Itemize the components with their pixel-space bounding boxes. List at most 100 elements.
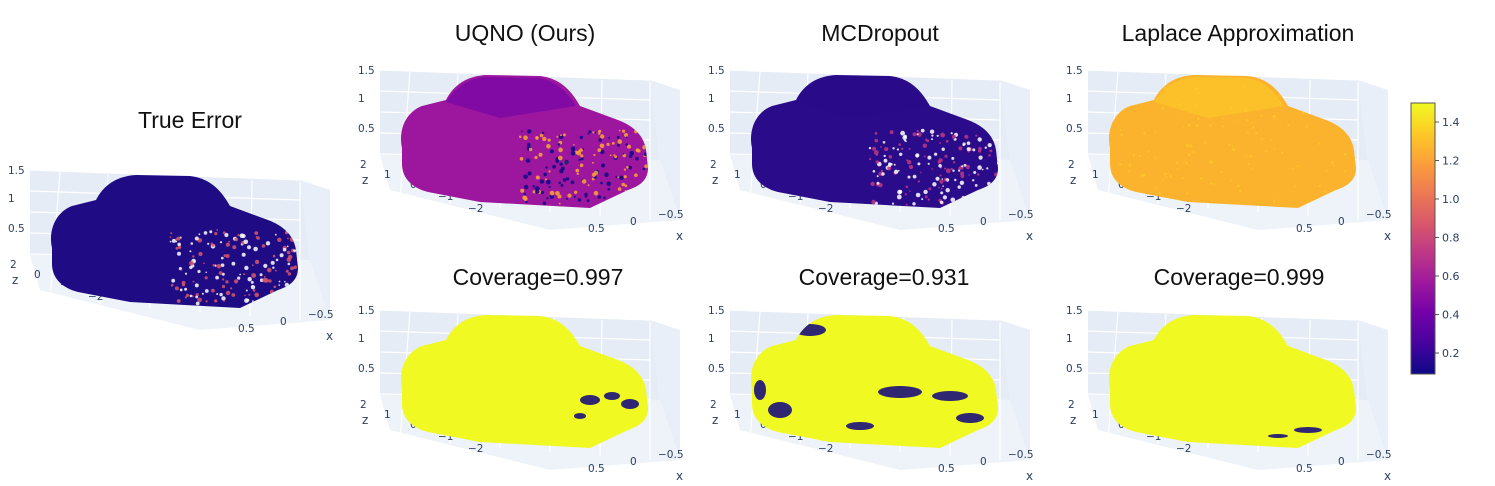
- y-tick-label: 1: [1066, 333, 1073, 345]
- z-tick-label: 0: [34, 269, 41, 281]
- x-axis-label: x: [1026, 229, 1033, 243]
- car-surface: [1108, 315, 1356, 448]
- mcdropout-coverage-plot[interactable]: 1.510.5210−1−20.50−0.5zx: [700, 300, 1045, 485]
- z-tick-label: −2: [818, 203, 833, 215]
- colorbar-tick-label: 0.2: [1442, 347, 1460, 360]
- uqno-title: UQNO (Ours): [454, 20, 596, 46]
- colorbar-tick-label: 1.4: [1442, 116, 1460, 129]
- mcdropout-title: MCDropout: [821, 20, 939, 46]
- y-tick-label: 1: [358, 333, 365, 345]
- z-axis-label: z: [712, 173, 718, 187]
- y-tick-label: 1.5: [708, 65, 725, 77]
- true-error-title: True Error: [138, 107, 242, 133]
- z-tick-label: 1: [734, 409, 741, 421]
- laplace-coverage-plot[interactable]: 1.510.5210−1−20.50−0.5zx: [1058, 300, 1403, 485]
- uqno-error-plot[interactable]: 1.510.5210−1−20.50−0.5zx: [350, 60, 695, 245]
- y-tick-label: 1.5: [1066, 305, 1083, 317]
- x-tick-label: 0.5: [1296, 223, 1313, 235]
- y-tick-label: 1.5: [358, 305, 375, 317]
- car-surface: [750, 75, 998, 208]
- x-tick-label: 0.5: [588, 223, 605, 235]
- laplace-coverage-title: Coverage=0.999: [1153, 264, 1325, 290]
- x-axis-label: x: [326, 329, 333, 343]
- mcdropout-error-plot[interactable]: 1.510.5210−1−20.50−0.5zx: [700, 60, 1045, 245]
- x-tick-label: 0: [630, 216, 637, 228]
- car-surface: [750, 315, 998, 448]
- z-tick-label: 1: [384, 169, 391, 181]
- y-tick-label: 1: [708, 333, 715, 345]
- z-tick-label: 2: [10, 259, 17, 271]
- x-axis-label: x: [1384, 469, 1391, 483]
- z-axis-label: z: [362, 173, 368, 187]
- x-tick-label: −0.5: [1366, 449, 1392, 461]
- colorbar: 1.4 1.2 1.0 0.8 0.6 0.4 0.2: [1408, 100, 1478, 385]
- y-tick-label: 0.5: [8, 223, 25, 235]
- x-tick-label: 0.5: [238, 323, 255, 335]
- y-tick-label: 0.5: [1066, 123, 1083, 135]
- z-axis-label: z: [1070, 413, 1076, 427]
- y-tick-label: 0.5: [1066, 363, 1083, 375]
- x-tick-label: 0: [280, 316, 287, 328]
- y-tick-label: 1.5: [358, 65, 375, 77]
- y-tick-label: 1.5: [8, 165, 25, 177]
- colorbar-tick-label: 0.8: [1442, 232, 1460, 245]
- z-tick-label: 1: [734, 169, 741, 181]
- y-tick-label: 1.5: [1066, 65, 1083, 77]
- x-tick-label: 0: [980, 456, 987, 468]
- z-tick-label: 2: [360, 159, 367, 171]
- y-tick-label: 1: [1066, 93, 1073, 105]
- z-axis-label: z: [1070, 173, 1076, 187]
- x-tick-label: 0.5: [938, 223, 955, 235]
- x-tick-label: 0.5: [1296, 463, 1313, 475]
- z-axis-label: z: [12, 273, 18, 287]
- y-tick-label: 1: [708, 93, 715, 105]
- z-axis-label: z: [362, 413, 368, 427]
- z-axis-label: z: [712, 413, 718, 427]
- laplace-error-plot[interactable]: 1.510.5210−1−20.50−0.5zx: [1058, 60, 1403, 245]
- z-tick-label: 1: [384, 409, 391, 421]
- x-tick-label: 0: [630, 456, 637, 468]
- colorbar-tick-label: 1.0: [1442, 193, 1460, 206]
- car-surface: [1108, 75, 1356, 208]
- laplace-title: Laplace Approximation: [1121, 20, 1355, 46]
- z-tick-label: −2: [468, 203, 483, 215]
- x-tick-label: −0.5: [658, 449, 684, 461]
- z-tick-label: 2: [1068, 159, 1075, 171]
- z-tick-label: 1: [1092, 409, 1099, 421]
- x-tick-label: 0: [980, 216, 987, 228]
- uqno-coverage-plot[interactable]: 1.510.5210−1−20.50−0.5zx: [350, 300, 695, 485]
- uqno-coverage-title: Coverage=0.997: [452, 264, 624, 290]
- y-tick-label: 0.5: [358, 363, 375, 375]
- z-tick-label: 2: [710, 159, 717, 171]
- x-tick-label: −0.5: [658, 209, 684, 221]
- x-axis-label: x: [676, 469, 683, 483]
- y-tick-label: 0.5: [708, 363, 725, 375]
- true-error-plot[interactable]: 1.510.520−1−20.50−0.5zx: [0, 160, 360, 355]
- mcdropout-coverage-title: Coverage=0.931: [798, 264, 970, 290]
- x-tick-label: 0: [1338, 456, 1345, 468]
- z-tick-label: −2: [1176, 203, 1191, 215]
- z-tick-label: 2: [1068, 399, 1075, 411]
- colorbar-gradient: [1410, 102, 1436, 375]
- colorbar-tick-label: 1.2: [1442, 155, 1460, 168]
- x-axis-label: x: [1384, 229, 1391, 243]
- car-surface: [50, 175, 298, 308]
- colorbar-tick-label: 0.6: [1442, 270, 1460, 283]
- x-tick-label: 0: [1338, 216, 1345, 228]
- z-tick-label: −2: [468, 443, 483, 455]
- y-tick-label: 1.5: [708, 305, 725, 317]
- car-surface: [400, 315, 648, 448]
- y-tick-label: 0.5: [358, 123, 375, 135]
- x-tick-label: −0.5: [1366, 209, 1392, 221]
- z-tick-label: 2: [710, 399, 717, 411]
- y-tick-label: 1: [8, 193, 15, 205]
- z-tick-label: −2: [1176, 443, 1191, 455]
- x-tick-label: −0.5: [308, 309, 334, 321]
- z-tick-label: 2: [360, 399, 367, 411]
- x-axis-label: x: [1026, 469, 1033, 483]
- y-tick-label: 0.5: [708, 123, 725, 135]
- y-tick-label: 1: [358, 93, 365, 105]
- z-tick-label: −2: [818, 443, 833, 455]
- x-tick-label: −0.5: [1008, 209, 1034, 221]
- z-tick-label: 1: [1092, 169, 1099, 181]
